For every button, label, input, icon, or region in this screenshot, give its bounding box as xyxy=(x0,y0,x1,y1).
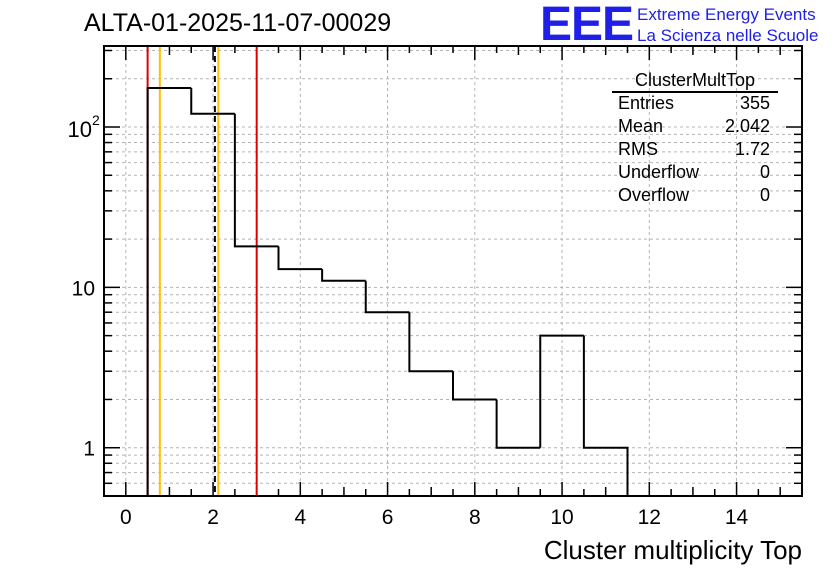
stat-entries-value: 355 xyxy=(739,93,770,113)
histogram-bin xyxy=(146,87,192,496)
stats-box-title: ClusterMultTop xyxy=(634,70,756,90)
histogram-bin xyxy=(452,371,497,401)
logo-line-2: La Scienza nelle Scuole xyxy=(637,26,819,45)
histogram-bin xyxy=(539,334,584,448)
histogram xyxy=(146,87,629,496)
stat-mean-label: Mean xyxy=(618,116,664,136)
histogram-bin xyxy=(233,113,279,248)
stat-underflow-value: 0 xyxy=(759,162,770,182)
run-title: ALTA-01-2025-11-07-00029 xyxy=(84,9,392,37)
plot-frame-bg xyxy=(104,46,802,496)
histogram-bin xyxy=(364,280,410,314)
y-tick-label: 10 xyxy=(68,117,92,142)
x-tick-label: 14 xyxy=(725,506,749,529)
y-tick-label: 10 xyxy=(72,277,95,300)
logo-line-1: Extreme Energy Events xyxy=(637,5,816,24)
stat-rms-value: 1.72 xyxy=(734,139,770,159)
minor-ticks xyxy=(104,46,802,497)
y-tick-exponent: 2 xyxy=(92,112,100,128)
eee-logo: EEE xyxy=(540,0,634,51)
x-tick-label: 10 xyxy=(550,506,573,529)
histogram-bin xyxy=(495,399,541,449)
x-tick-label: 6 xyxy=(382,506,394,529)
x-axis-title: Cluster multiplicity Top xyxy=(543,535,802,565)
stat-entries-label: Entries xyxy=(618,93,675,113)
histogram-bin xyxy=(277,246,323,271)
histogram-bin xyxy=(408,312,453,373)
histogram-bin xyxy=(321,269,366,282)
x-tick-label: 0 xyxy=(120,506,132,529)
x-tick-label: 2 xyxy=(207,506,219,529)
stat-mean-value: 2.042 xyxy=(724,116,770,136)
histogram-bin xyxy=(190,88,235,115)
stats-box-rule xyxy=(612,91,778,93)
histogram-bin xyxy=(582,335,629,496)
plot-frame xyxy=(103,45,803,497)
stat-overflow-value: 0 xyxy=(759,185,770,205)
x-axis: 0 2 4 6 8 10 12 14 xyxy=(120,506,749,529)
stat-underflow-label: Underflow xyxy=(618,162,700,182)
x-tick-label: 12 xyxy=(638,506,661,529)
stat-overflow-label: Overflow xyxy=(618,185,690,205)
y-tick-label: 1 xyxy=(83,438,95,461)
x-tick-label: 8 xyxy=(469,506,481,529)
x-tick-label: 4 xyxy=(294,506,306,529)
stat-rms-label: RMS xyxy=(618,139,658,159)
